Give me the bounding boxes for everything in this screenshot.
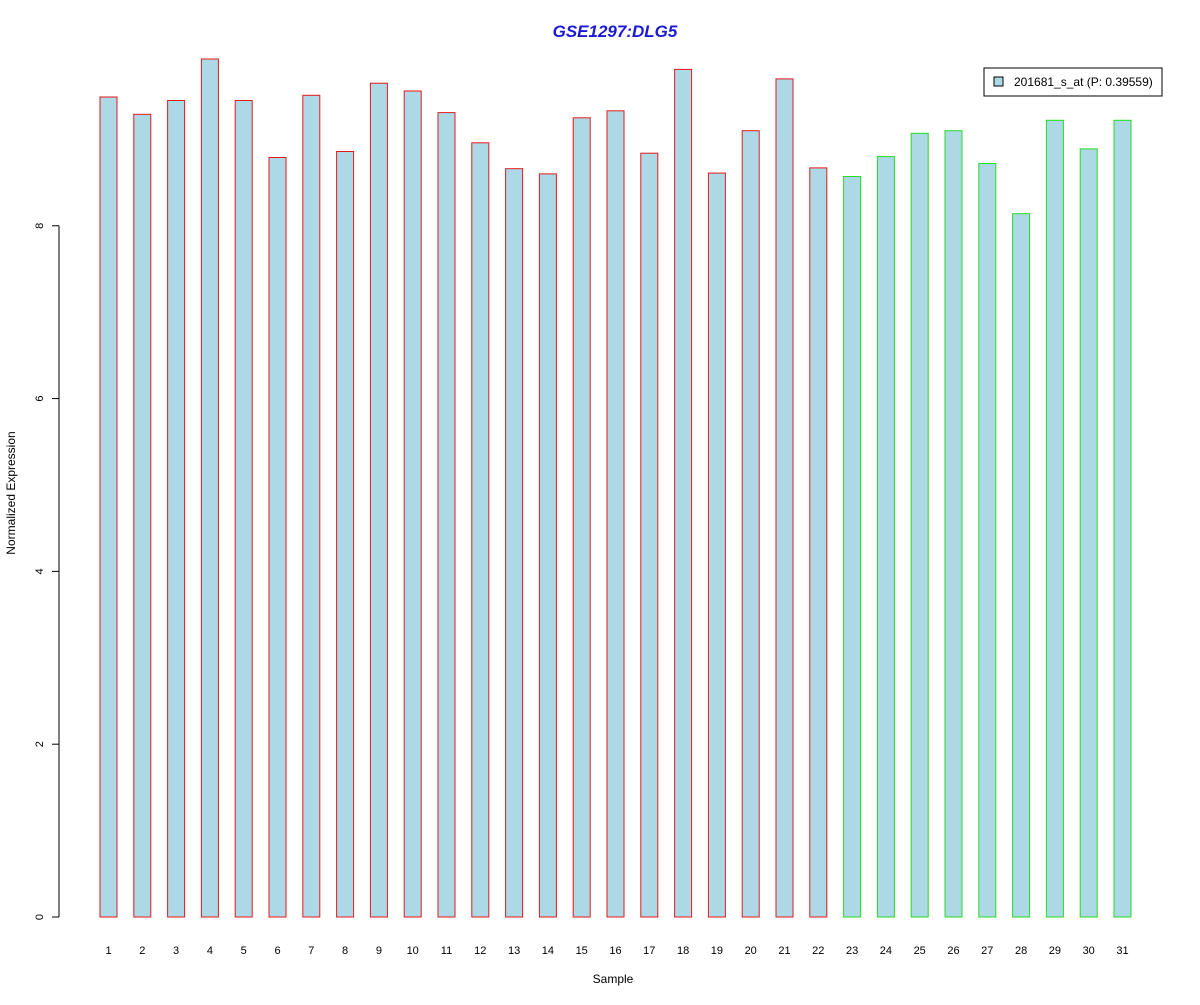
x-tick-label: 8	[342, 945, 348, 957]
x-tick-labels: 1 2 3 4 5 6 7 8 9 10 11 12 13 14 15 16 17 18 19 20 21 22 23 24 2…	[105, 945, 1128, 957]
x-tick-label: 4	[207, 945, 213, 957]
bar	[876, 156, 895, 918]
y-tick-label: 0	[34, 914, 46, 920]
bar	[741, 130, 760, 918]
bar	[674, 68, 693, 918]
x-tick-label: 3	[173, 945, 179, 957]
x-tick-label: 31	[1116, 945, 1128, 957]
bar	[403, 90, 422, 918]
bar	[707, 172, 726, 918]
legend-label: 201681_s_at (P: 0.39559)	[1014, 75, 1153, 89]
bar	[369, 82, 388, 918]
x-tick-label: 28	[1015, 945, 1027, 957]
x-tick-label: 18	[677, 945, 689, 957]
bar	[910, 132, 929, 918]
x-tick-label: 26	[947, 945, 959, 957]
bar	[1012, 213, 1031, 918]
bar	[167, 100, 186, 918]
bar	[538, 173, 557, 918]
bar	[1045, 119, 1064, 918]
x-tick-label: 2	[139, 945, 145, 957]
x-tick-label: 1	[105, 945, 111, 957]
bar	[471, 142, 490, 918]
x-tick-label: 9	[376, 945, 382, 957]
x-tick-label: 22	[812, 945, 824, 957]
bar	[640, 152, 659, 918]
bar	[775, 78, 794, 918]
bar	[505, 168, 524, 918]
x-tick-label: 12	[474, 945, 486, 957]
x-tick-label: 5	[241, 945, 247, 957]
x-tick-label: 17	[643, 945, 655, 957]
x-tick-label: 23	[846, 945, 858, 957]
x-tick-label: 11	[441, 945, 452, 957]
bar	[99, 96, 118, 918]
legend: 201681_s_at (P: 0.39559)	[983, 67, 1163, 97]
x-tick-label: 14	[542, 945, 554, 957]
x-tick-label: 24	[880, 945, 892, 957]
bar	[572, 117, 591, 918]
y-axis: 0 2 4 6 8	[34, 223, 60, 920]
legend-swatch	[993, 76, 1004, 87]
bars-group	[99, 58, 1132, 918]
x-axis-title: Sample	[593, 972, 634, 986]
x-tick-label: 10	[407, 945, 419, 957]
bar	[268, 157, 287, 918]
y-tick-label: 8	[34, 223, 46, 229]
bar	[437, 112, 456, 918]
x-tick-label: 29	[1049, 945, 1061, 957]
bar	[200, 58, 219, 918]
bar	[234, 100, 253, 918]
y-axis-title: Normalized Expression	[4, 431, 18, 554]
x-tick-label: 19	[711, 945, 723, 957]
bar	[1079, 148, 1098, 918]
bar	[809, 167, 828, 918]
bar	[843, 176, 862, 918]
y-tick-label: 4	[34, 568, 46, 574]
bar	[978, 163, 997, 918]
x-tick-label: 6	[274, 945, 280, 957]
x-tick-label: 21	[778, 945, 790, 957]
bar	[944, 130, 963, 918]
bar	[302, 94, 321, 918]
x-tick-label: 15	[576, 945, 588, 957]
x-tick-label: 20	[745, 945, 757, 957]
bar	[336, 151, 355, 918]
x-tick-label: 7	[308, 945, 314, 957]
bar	[606, 110, 625, 918]
legend-box	[983, 67, 1163, 97]
y-tick-label: 6	[34, 396, 46, 402]
bar	[133, 113, 152, 918]
x-tick-label: 13	[508, 945, 520, 957]
x-tick-label: 25	[914, 945, 926, 957]
bar	[1113, 119, 1132, 918]
chart-title: GSE1297:DLG5	[553, 22, 678, 41]
x-tick-label: 30	[1083, 945, 1095, 957]
x-tick-label: 16	[609, 945, 621, 957]
x-tick-label: 27	[981, 945, 993, 957]
y-tick-label: 2	[34, 741, 46, 747]
